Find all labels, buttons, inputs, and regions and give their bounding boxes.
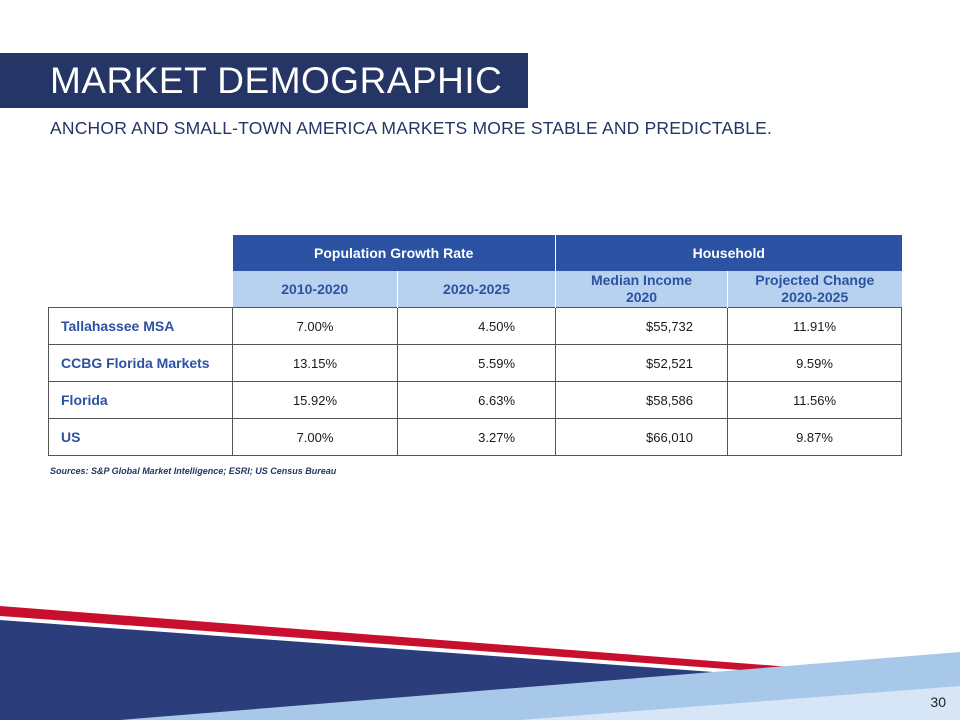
column-header-projected-change: Projected Change 2020-2025 xyxy=(727,271,902,308)
table-row: Tallahassee MSA 7.00% 4.50% $55,732 11.9… xyxy=(48,307,903,345)
slide-subtitle: ANCHOR AND SMALL-TOWN AMERICA MARKETS MO… xyxy=(50,118,773,138)
row-label: Florida xyxy=(48,381,233,419)
population-growth-header: Population Growth Rate xyxy=(232,235,557,271)
row-label: US xyxy=(48,418,233,456)
population-2010-2020-cell: 15.92% xyxy=(232,381,398,419)
table-row: Florida 15.92% 6.63% $58,586 11.56% xyxy=(48,381,903,419)
median-income-header-line2: 2020 xyxy=(625,289,658,305)
median-income-cell: $66,010 xyxy=(555,418,729,456)
projected-change-header-line2: 2020-2025 xyxy=(781,289,849,305)
table-row: CCBG Florida Markets 13.15% 5.59% $52,52… xyxy=(48,344,903,382)
column-header-2010-2020: 2010-2020 xyxy=(232,271,398,308)
median-income-header-line1: Median Income xyxy=(590,272,693,288)
population-2010-2020-cell: 7.00% xyxy=(232,418,398,456)
table-corner-cell xyxy=(48,235,233,271)
projected-change-header-line1: Projected Change xyxy=(755,272,875,288)
column-header-2020-2025: 2020-2025 xyxy=(396,271,556,308)
median-income-cell: $58,586 xyxy=(555,381,729,419)
median-income-cell: $52,521 xyxy=(555,344,729,382)
population-2020-2025-cell: 6.63% xyxy=(396,381,557,419)
population-2010-2020-cell: 7.00% xyxy=(232,307,398,345)
population-2020-2025-cell: 4.50% xyxy=(396,307,557,345)
table-row: US 7.00% 3.27% $66,010 9.87% xyxy=(48,418,903,456)
pale-blue-swoosh-band xyxy=(520,686,960,720)
median-income-cell: $55,732 xyxy=(555,307,729,345)
projected-change-cell: 11.56% xyxy=(727,381,903,419)
page-number: 30 xyxy=(930,694,946,710)
title-bar xyxy=(0,53,528,108)
table-group-header-row: Population Growth Rate Household xyxy=(48,235,902,271)
population-2010-2020-cell: 13.15% xyxy=(232,344,398,382)
household-header: Household xyxy=(555,235,902,271)
projected-change-cell: 9.59% xyxy=(727,344,903,382)
population-2020-2025-cell: 3.27% xyxy=(396,418,557,456)
table-corner-cell xyxy=(48,271,233,308)
row-label: Tallahassee MSA xyxy=(48,307,233,345)
slide-title: MARKET DEMOGRAPHIC xyxy=(50,60,503,101)
row-label: CCBG Florida Markets xyxy=(48,344,233,382)
sources-note: Sources: S&P Global Market Intelligence;… xyxy=(50,466,337,476)
footer-swoosh-graphic xyxy=(0,606,960,720)
projected-change-cell: 9.87% xyxy=(727,418,903,456)
column-header-median-income: Median Income 2020 xyxy=(555,271,728,308)
demographics-table: Population Growth Rate Household 2010-20… xyxy=(48,235,903,456)
table-subheader-row: 2010-2020 2020-2025 Median Income 2020 P… xyxy=(48,271,902,308)
projected-change-cell: 11.91% xyxy=(727,307,903,345)
population-2020-2025-cell: 5.59% xyxy=(396,344,557,382)
